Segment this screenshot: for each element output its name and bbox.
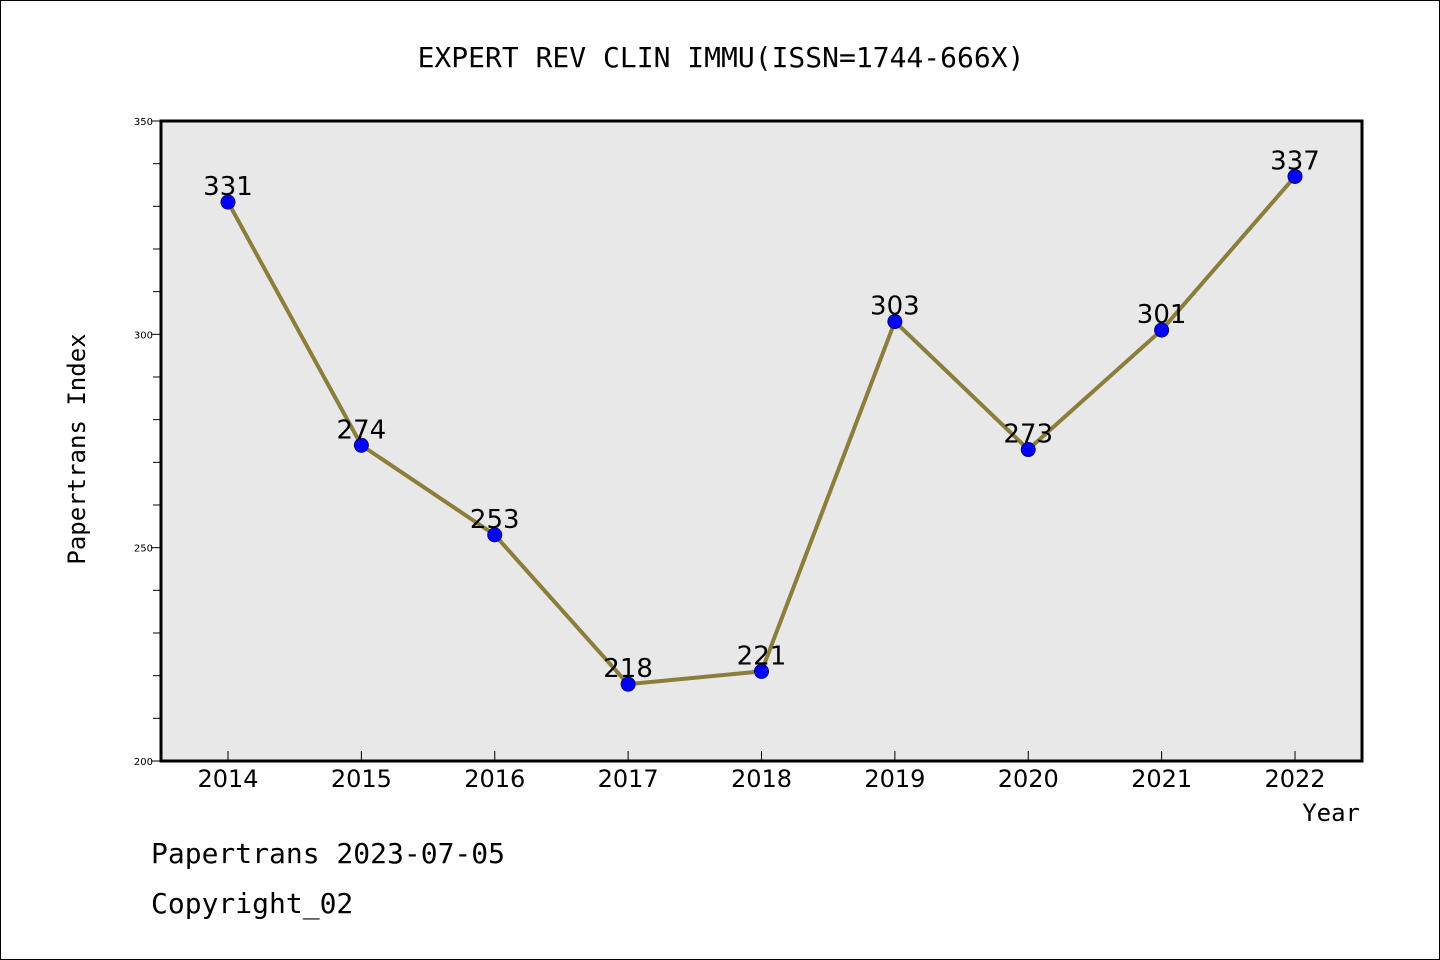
data-labels-layer: 331 274 253 218 221 303 273 301 337	[203, 146, 1320, 684]
y-axis-ticks: 200 250 300 350	[134, 117, 161, 768]
chart-title: EXPERT REV CLIN IMMU(ISSN=1744-666X)	[418, 41, 1025, 74]
data-point	[754, 663, 769, 679]
y-tick-label: 250	[134, 544, 153, 555]
data-label: 253	[470, 505, 520, 535]
x-tick-label: 2016	[464, 765, 525, 793]
data-label: 303	[870, 292, 920, 322]
x-tick-label: 2017	[598, 765, 659, 793]
x-tick-label: 2021	[1131, 765, 1192, 793]
data-label: 274	[337, 415, 387, 445]
data-point	[220, 194, 236, 210]
y-tick-label: 350	[134, 117, 153, 128]
series-markers-layer	[220, 168, 1303, 692]
data-point	[887, 314, 903, 330]
x-axis-title: Year	[1302, 799, 1360, 827]
x-axis-ticks: 2014 2015 2016 2017 2018 2019 2020 2021 2022	[197, 751, 1326, 793]
data-label: 273	[1003, 420, 1053, 450]
x-tick-label: 2015	[331, 765, 392, 793]
x-tick-label: 2014	[197, 765, 258, 793]
y-tick-label: 300	[134, 330, 153, 341]
y-axis-title: Papertrans Index	[63, 333, 91, 564]
data-point	[353, 437, 369, 453]
x-tick-label: 2019	[864, 765, 925, 793]
data-point	[1154, 322, 1170, 338]
data-label: 301	[1137, 300, 1187, 330]
data-point	[1287, 168, 1303, 184]
data-point	[487, 527, 503, 543]
x-tick-label: 2022	[1264, 765, 1325, 793]
y-tick-label: 200	[134, 757, 153, 768]
data-label: 218	[603, 654, 653, 684]
x-tick-label: 2018	[731, 765, 792, 793]
data-point	[620, 676, 636, 692]
data-label: 337	[1270, 146, 1320, 176]
data-label: 331	[203, 172, 253, 202]
x-tick-label: 2020	[998, 765, 1059, 793]
footer-copyright-text: Copyright_02	[151, 887, 354, 920]
data-point	[1020, 442, 1036, 458]
data-label: 221	[737, 641, 787, 671]
footer-date-text: Papertrans 2023-07-05	[151, 837, 506, 870]
